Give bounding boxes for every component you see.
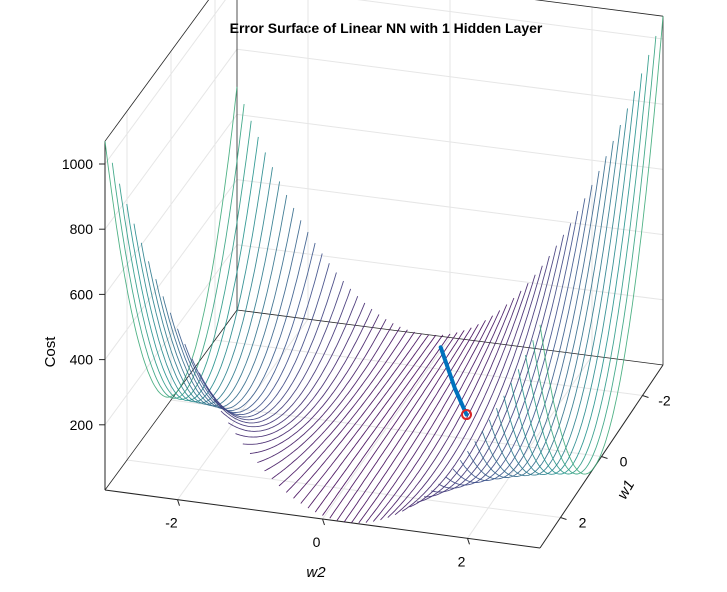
surface-line — [140, 167, 273, 404]
surface-line — [293, 333, 422, 499]
x-tick — [467, 538, 470, 545]
surface-line — [249, 314, 380, 454]
surface-line — [358, 320, 486, 524]
surface-line — [467, 184, 593, 480]
axis-line — [104, 309, 238, 491]
y-tick-label: 0 — [620, 454, 628, 470]
surface-line — [169, 220, 302, 410]
surface-line — [401, 282, 529, 512]
z-tick-label: 600 — [70, 286, 94, 302]
x-tick — [177, 499, 180, 506]
surface-line — [380, 304, 508, 521]
x-tick-label: -2 — [165, 515, 178, 531]
z-tick-label: 400 — [70, 352, 94, 368]
z-axis-label: Cost — [42, 336, 59, 368]
z-tick-label: 800 — [70, 221, 94, 237]
surface-line — [532, 35, 657, 475]
surface-line — [314, 334, 444, 513]
surface-line — [343, 327, 472, 523]
surface-line — [177, 231, 309, 412]
grid-line — [126, 459, 561, 518]
surface-line — [155, 194, 288, 407]
y-tick-label: 2 — [579, 515, 587, 531]
surface-line — [510, 91, 636, 475]
axis-line — [534, 0, 664, 17]
surface-line — [481, 156, 607, 477]
surface-line — [409, 274, 536, 508]
surface-line — [235, 302, 366, 438]
grid-line — [214, 339, 643, 396]
surface-line — [503, 108, 628, 476]
y-axis-label: w1 — [614, 477, 638, 502]
surface-line — [264, 323, 394, 472]
surface-line — [394, 290, 522, 516]
surface-line — [300, 334, 430, 504]
surface-line — [525, 54, 650, 475]
surface-line — [271, 326, 401, 480]
x-axis-label: w2 — [306, 564, 326, 581]
surface-line — [126, 136, 259, 402]
surface-line — [496, 124, 621, 476]
surface-line — [184, 242, 316, 413]
surface-line — [228, 296, 359, 432]
surface-line — [104, 86, 238, 398]
surface-line — [213, 280, 344, 424]
surface-line — [351, 324, 479, 523]
surface-line — [148, 181, 281, 405]
surface-line — [119, 120, 252, 400]
surface-line — [488, 140, 614, 477]
surface-line — [322, 333, 451, 516]
surface-line — [424, 255, 550, 498]
y-tick — [560, 517, 567, 520]
x-tick-label: 0 — [313, 534, 321, 550]
z-tick-label: 200 — [70, 417, 94, 433]
surface-line — [539, 16, 664, 475]
surface-line — [162, 207, 295, 408]
surface-line — [329, 332, 458, 519]
surface-line — [517, 73, 643, 475]
surface-line — [452, 211, 579, 483]
surface-line — [220, 288, 352, 428]
surface-line — [307, 334, 437, 509]
surface-line — [438, 234, 565, 489]
surface-line — [336, 330, 465, 521]
descent-path-line — [438, 345, 469, 417]
z-tick-label: 1000 — [62, 156, 93, 172]
surface-line — [474, 170, 600, 478]
surface-line — [285, 331, 415, 493]
tick-labels: -2 0 2 -2 0 2 200 400 600 800 1000 — [62, 156, 671, 569]
surface-line — [365, 315, 493, 523]
surface-line — [206, 272, 337, 421]
y-tick — [642, 395, 649, 398]
axis-line — [104, 0, 210, 142]
surface-line — [111, 104, 245, 399]
surface-line — [133, 152, 266, 403]
x-tick-label: 2 — [458, 553, 466, 569]
surface-line — [242, 308, 373, 445]
axis-line — [236, 309, 664, 366]
y-tick — [601, 456, 608, 459]
surface-line — [191, 253, 323, 416]
surface-line — [387, 297, 515, 518]
surface-line — [431, 245, 557, 493]
surface-line — [372, 310, 501, 522]
y-tick-label: -2 — [658, 393, 671, 409]
surface-line — [278, 329, 408, 487]
chart-title: Error Surface of Linear NN with 1 Hidden… — [230, 20, 543, 36]
surface-mesh — [104, 16, 664, 524]
surface-line — [445, 223, 572, 486]
surface-line — [459, 198, 586, 481]
x-tick — [322, 518, 325, 526]
descent-end-marker — [461, 409, 473, 421]
surface-line — [257, 318, 387, 463]
descent-path — [438, 345, 473, 421]
axes-box — [104, 0, 664, 549]
